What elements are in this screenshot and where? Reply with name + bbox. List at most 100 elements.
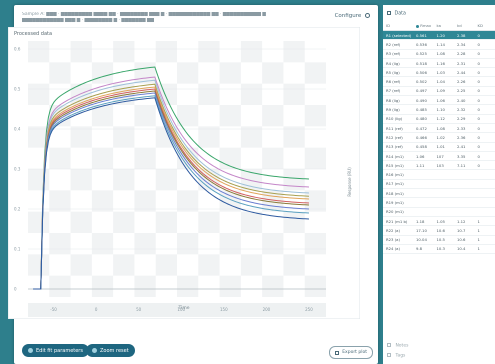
- series-line: [33, 95, 309, 290]
- table-row[interactable]: R7 (ref) 0.497 1.09 2.25 0: [383, 86, 495, 97]
- row-id-cell: R6 (ref): [383, 76, 413, 87]
- row-value-cell: 2.31: [454, 58, 475, 69]
- background-cell: [219, 275, 241, 297]
- table-row[interactable]: R2 (ref) 0.536 1.14 2.34 0: [383, 39, 495, 50]
- row-value-cell: 2.36: [454, 132, 475, 143]
- table-row[interactable]: R17 (m1): [383, 179, 495, 190]
- background-cell: [70, 126, 92, 148]
- background-cell: [283, 254, 305, 276]
- table-row[interactable]: R13 (ref) 0.458 1.01 2.41 0: [383, 142, 495, 152]
- table-row[interactable]: R5 (lig) 0.506 1.03 2.44 0: [383, 67, 495, 78]
- y-tick-label: 0.1: [14, 247, 21, 252]
- background-cell: [91, 147, 114, 169]
- row-value-cell: [454, 197, 475, 208]
- notes-link[interactable]: Notes: [387, 343, 408, 349]
- row-id-cell: R3 (ref): [383, 49, 413, 59]
- background-cell: [113, 126, 135, 148]
- table-row[interactable]: R10 (lig) 0.480 1.12 2.29 0: [383, 114, 495, 124]
- zoom-reset-button[interactable]: Zoom reset: [86, 344, 135, 357]
- y-tick-label: 0.4: [14, 127, 21, 132]
- background-cell: [177, 105, 199, 127]
- table-row[interactable]: R14 (m1) 1.06 107 3.35 0: [383, 151, 495, 162]
- background-cell: [28, 169, 50, 191]
- column-header[interactable]: ka: [433, 21, 454, 31]
- row-value-cell: 1.06: [413, 151, 434, 162]
- tag-icon: [387, 353, 391, 357]
- tags-link[interactable]: Tags: [387, 353, 405, 359]
- row-id-cell: R15 (m1): [383, 160, 413, 171]
- background-cell: [28, 254, 50, 276]
- row-value-cell: [433, 169, 454, 180]
- row-value-cell: 1: [474, 216, 495, 227]
- zoom-icon: [92, 348, 97, 353]
- table-row[interactable]: R20 (m1): [383, 207, 495, 217]
- background-cell: [28, 83, 50, 105]
- row-id-cell: R14 (m1): [383, 151, 413, 162]
- row-value-cell: 0.480: [413, 114, 434, 124]
- sensorgram-plot[interactable]: 0 0.1 0.2 0.3 0.4 0.5 0.6 -50 0 50 100 150 200 250 Ti…: [8, 27, 360, 319]
- column-header[interactable]: ID: [383, 21, 413, 31]
- series-line: [33, 66, 309, 290]
- background-cell: [113, 211, 135, 233]
- row-value-cell: 0: [474, 151, 495, 162]
- background-cell: [49, 275, 71, 297]
- table-row[interactable]: R6 (ref) 0.502 1.04 2.26 0: [383, 76, 495, 87]
- background-cell: [304, 105, 326, 127]
- row-value-cell: 10.3: [433, 244, 454, 255]
- row-value-cell: 0: [474, 39, 495, 50]
- background-cell: [91, 275, 114, 297]
- background-cell: [283, 83, 305, 105]
- column-header[interactable]: kd: [454, 21, 475, 31]
- x-tick-label: 200: [263, 307, 271, 312]
- background-cell: [113, 169, 135, 191]
- row-value-cell: 2.28: [454, 49, 475, 59]
- background-cell: [304, 233, 326, 255]
- row-value-cell: 0: [474, 30, 495, 41]
- column-header[interactable]: KD: [474, 21, 495, 31]
- table-row[interactable]: R16 (m1): [383, 169, 495, 180]
- row-value-cell: [433, 207, 454, 217]
- row-value-cell: 107: [433, 151, 454, 162]
- table-row[interactable]: R18 (m1): [383, 188, 495, 199]
- background-cell: [304, 275, 326, 297]
- configure-button[interactable]: Configure: [335, 13, 370, 19]
- background-cell: [198, 83, 220, 105]
- row-id-cell: R12 (ref): [383, 132, 413, 143]
- edit-fit-button[interactable]: Edit fit parameters: [22, 344, 89, 357]
- row-value-cell: [474, 188, 495, 199]
- table-row[interactable]: R23 (a) 10.04 10.5 10.6 1: [383, 235, 495, 245]
- row-value-cell: 1.01: [433, 142, 454, 152]
- table-header-row: ID Rmax ka kd KD: [383, 21, 495, 31]
- x-tick-label: 150: [220, 307, 228, 312]
- background-cell: [219, 62, 241, 84]
- table-row[interactable]: R8 (lig) 0.490 1.06 2.40 0: [383, 95, 495, 106]
- x-tick-label: 100: [177, 307, 185, 312]
- background-cell: [134, 190, 156, 212]
- table-row[interactable]: R11 (ref) 0.472 1.08 2.33 0: [383, 123, 495, 134]
- export-button[interactable]: Export plot: [329, 346, 373, 359]
- notes-label: Notes: [395, 343, 409, 349]
- row-value-cell: 1.03: [433, 67, 454, 78]
- export-icon: [335, 350, 340, 355]
- x-axis-label: Time: [177, 305, 189, 311]
- table-row[interactable]: R4 (lig) 0.518 1.16 2.31 0: [383, 58, 495, 69]
- table-row[interactable]: R3 (ref) 0.525 1.08 2.28 0: [383, 49, 495, 59]
- background-cell: [28, 41, 50, 63]
- data-side-panel: Data ID Rmax ka kd KD R1 (selected) 0.561…: [383, 5, 495, 364]
- table-row[interactable]: R19 (m1): [383, 197, 495, 208]
- table-row[interactable]: R21 (m1 b) 1.18 1.05 1.12 1: [383, 216, 495, 227]
- side-panel-title-text: Data: [394, 11, 406, 17]
- series-line: [33, 92, 309, 290]
- table-row[interactable]: R22 (a) 17.10 10.6 10.7 1: [383, 225, 495, 236]
- row-value-cell: 1: [474, 244, 495, 255]
- table-row[interactable]: R24 (a) 9.8 10.3 10.4 1: [383, 244, 495, 255]
- row-value-cell: [474, 169, 495, 180]
- row-value-cell: 0.497: [413, 86, 434, 97]
- y-axis-label: Response (RU): [347, 167, 352, 197]
- table-row[interactable]: R9 (lig) 0.485 1.10 2.32 0: [383, 104, 495, 115]
- table-row[interactable]: R15 (m1) 1.11 103 7.11 0: [383, 160, 495, 171]
- column-header[interactable]: Rmax: [413, 21, 434, 31]
- row-value-cell: [413, 207, 434, 217]
- table-row[interactable]: R1 (selected) 0.561 1.20 2.38 0: [383, 30, 495, 41]
- table-row[interactable]: R12 (ref) 0.466 1.02 2.36 0: [383, 132, 495, 143]
